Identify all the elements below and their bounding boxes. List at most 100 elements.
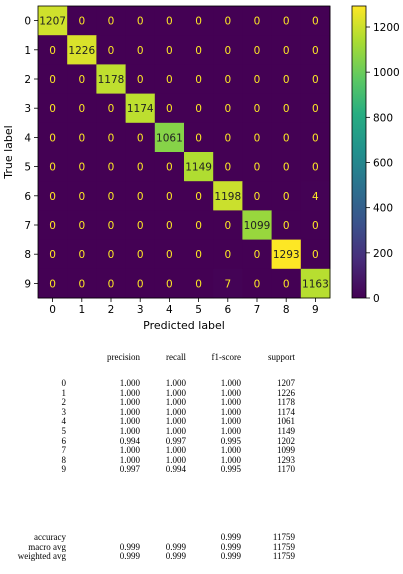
cell-4-9	[300, 122, 331, 153]
cell-value: 0	[137, 132, 144, 144]
cell-value: 0	[78, 74, 85, 86]
cell-5-8	[271, 152, 302, 182]
cell-6-0	[38, 181, 68, 211]
report-f1: 1.000	[220, 454, 241, 465]
report-summary-recall: 0.999	[165, 541, 186, 552]
cell-value: 0	[78, 249, 85, 261]
cell-1-3	[125, 35, 156, 65]
cell-value: 0	[166, 16, 173, 28]
report-row-label: 9	[61, 464, 67, 475]
cell-value: 0	[254, 191, 261, 203]
cell-4-6	[213, 122, 243, 153]
colorbar-tick-label: 1000	[373, 67, 400, 79]
report-row-label: 5	[61, 426, 67, 436]
report-precision: 0.994	[119, 435, 140, 446]
cell-value: 0	[78, 103, 85, 115]
cell-value: 0	[224, 249, 231, 261]
cell-value: 0	[283, 132, 290, 144]
confusion-matrix-figure: 1207 0 0 0 0 0 0 0 0 00 1226 0 0 0 0 0 0 0 00 0 1178 0 0 0 0 0 0 00…	[2, 5, 400, 332]
cell-value: 0	[166, 220, 173, 232]
cell-value: 0	[283, 74, 290, 86]
cell-value: 0	[108, 191, 115, 203]
cell-value: 0	[78, 132, 85, 144]
cell-value: 0	[137, 220, 144, 232]
cell-8-2	[96, 239, 126, 270]
cell-2-0	[38, 64, 68, 94]
y-tick-label: 4	[24, 132, 31, 144]
cell-value: 1207	[39, 16, 66, 28]
report-recall: 1.000	[165, 454, 186, 465]
cell-3-0	[38, 93, 68, 124]
cell-1-7	[242, 35, 272, 65]
report-precision: 1.000	[119, 387, 140, 398]
cell-9-7	[242, 268, 272, 299]
report-header-support: support	[268, 352, 295, 362]
cell-8-1	[67, 239, 97, 270]
cell-7-6	[213, 210, 243, 240]
cell-value: 0	[166, 162, 173, 174]
cell-8-7	[242, 239, 272, 270]
cell-value: 0	[224, 132, 231, 144]
cell-value: 0	[137, 278, 144, 290]
report-summary-f1: 0.999	[220, 551, 241, 562]
cell-value: 1149	[185, 162, 212, 174]
cell-3-7	[242, 93, 272, 124]
colorbar-tick-label: 800	[373, 112, 393, 124]
report-summary-support: 11759	[272, 532, 295, 542]
cell-6-8	[271, 181, 302, 211]
cell-value: 0	[283, 220, 290, 232]
cell-6-5	[184, 181, 214, 211]
report-precision: 1.000	[119, 378, 140, 388]
colorbar	[351, 5, 367, 299]
cell-8-5	[184, 239, 214, 270]
report-f1: 0.995	[220, 464, 241, 475]
x-tick-label: 9	[312, 304, 319, 316]
cell-7-1	[67, 210, 97, 240]
cell-value: 1163	[302, 278, 329, 290]
cell-3-2	[96, 93, 126, 124]
report-header-f1: f1-score	[211, 352, 241, 362]
cell-2-6	[213, 64, 243, 94]
y-tick-label: 0	[24, 16, 31, 28]
cell-0-2	[96, 6, 126, 36]
cell-9-8	[271, 268, 302, 299]
cell-6-1	[67, 181, 97, 211]
cell-value: 0	[78, 16, 85, 28]
report-precision: 1.000	[119, 445, 140, 456]
report-recall: 0.994	[165, 464, 186, 475]
cell-value: 1099	[244, 220, 271, 232]
cell-7-5	[184, 210, 214, 240]
report-f1: 1.000	[220, 426, 241, 436]
cell-value: 0	[49, 278, 56, 290]
cell-8-8	[271, 239, 302, 270]
report-recall: 1.000	[165, 426, 186, 436]
report-precision: 0.997	[119, 464, 140, 475]
report-f1: 0.995	[220, 435, 241, 446]
cell-6-4	[154, 181, 185, 211]
report-summary-label: accuracy	[34, 532, 66, 542]
report-precision: 1.000	[119, 406, 140, 417]
cell-value: 0	[312, 103, 319, 115]
cell-value: 0	[108, 278, 115, 290]
x-tick-label: 1	[78, 304, 85, 316]
report-f1: 1.000	[220, 387, 241, 398]
cell-value: 0	[195, 45, 202, 57]
cell-9-0	[38, 268, 68, 299]
cell-2-3	[125, 64, 156, 94]
report-summary-f1: 0.999	[220, 532, 241, 542]
cell-value: 0	[283, 103, 290, 115]
cell-value: 0	[195, 278, 202, 290]
cell-value: 0	[254, 278, 261, 290]
report-summary-label: macro avg	[28, 541, 66, 552]
cell-1-1	[67, 35, 97, 65]
cell-value: 0	[78, 220, 85, 232]
cell-1-8	[271, 35, 302, 65]
cell-9-3	[125, 268, 156, 299]
cell-9-6	[213, 268, 243, 299]
cell-value: 0	[137, 162, 144, 174]
cell-4-3	[125, 122, 156, 153]
cell-1-0	[38, 35, 68, 65]
cell-value: 0	[195, 74, 202, 86]
cell-value: 0	[78, 162, 85, 174]
cell-3-3	[125, 93, 156, 124]
